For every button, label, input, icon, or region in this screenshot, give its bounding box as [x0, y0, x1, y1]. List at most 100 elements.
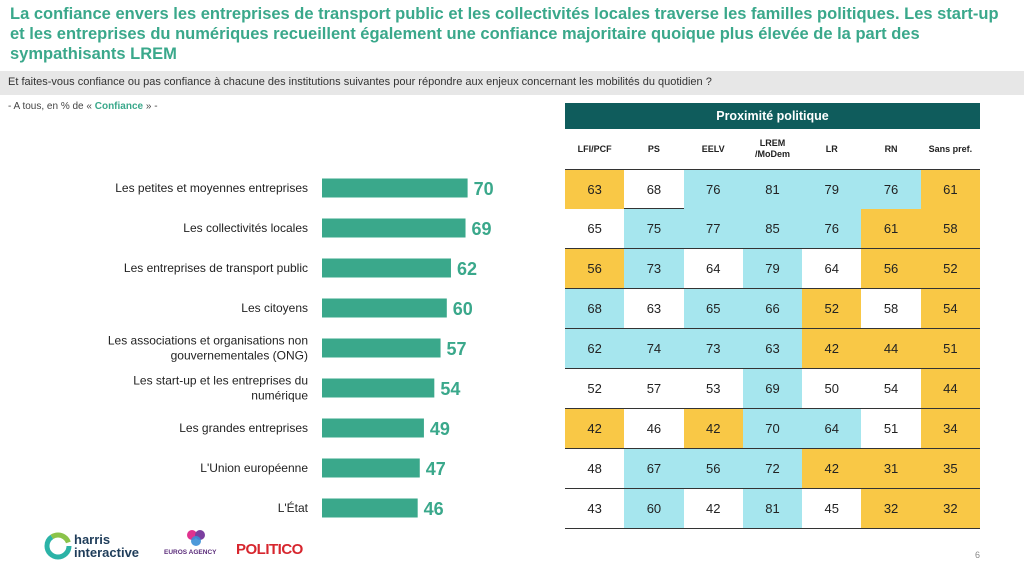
- table-cell: 42: [802, 449, 862, 488]
- column-headers: LFI/PCF PS EELV LREM /MoDem LR RN Sans pref.: [565, 131, 980, 167]
- table-cell: 34: [920, 409, 980, 448]
- table-row: 52 57 53 69 50 54 44: [565, 369, 980, 409]
- table-cell: 63: [565, 170, 625, 209]
- table-cell: 61: [920, 170, 980, 209]
- base-prefix: - A tous, en % de «: [8, 101, 95, 112]
- table-cell: 32: [920, 489, 980, 528]
- bar-value-label: 49: [430, 419, 450, 439]
- table-cell: 56: [683, 449, 743, 488]
- column-header: LR: [825, 143, 838, 154]
- table-row: 43 60 42 81 45 32 32: [565, 489, 980, 529]
- table-cell: 32: [861, 489, 921, 528]
- table-cell: 65: [683, 289, 743, 328]
- table-cell: 52: [920, 249, 980, 288]
- euros-agency-logo-text: EUROS AGENCY: [164, 549, 217, 556]
- table-cell: 42: [565, 409, 625, 448]
- table-cell: 64: [705, 261, 721, 276]
- table-cell: 56: [861, 249, 921, 288]
- table-cell: 76: [861, 170, 921, 209]
- table-cell: 66: [742, 289, 803, 328]
- table-header: Proximité politique: [565, 103, 980, 129]
- bar-value-label: 70: [474, 179, 494, 199]
- bar-value-label: 62: [457, 259, 477, 279]
- table-cell: 68: [646, 182, 662, 197]
- table-cell: 63: [742, 329, 803, 368]
- question-banner: Et faites-vous confiance ou pas confianc…: [0, 71, 1024, 95]
- category-label: L'Union européenne: [200, 461, 308, 475]
- table-cell: 54: [883, 381, 899, 396]
- table-cell: 60: [624, 489, 684, 528]
- table-cell: 67: [624, 449, 684, 488]
- page-number: 6: [975, 550, 981, 560]
- bar: [322, 378, 435, 398]
- harris-logo-text: harris interactive: [74, 533, 139, 559]
- table-cell: 76: [683, 170, 743, 209]
- table-cell: 42: [705, 501, 721, 516]
- table-row: 62 74 73 63 42 44 51: [565, 329, 980, 369]
- politico-logo: POLITICO: [236, 541, 303, 558]
- table-cell: 69: [742, 369, 803, 408]
- table-cell: 31: [861, 449, 921, 488]
- bar: [322, 498, 418, 518]
- table-cell: 76: [802, 209, 862, 248]
- table-cell: 70: [742, 409, 803, 448]
- table-cell: 42: [802, 329, 862, 368]
- table-row: 65 75 77 85 76 61 58: [565, 209, 980, 249]
- harris-logo-line2: interactive: [74, 545, 140, 560]
- bar-value-label: 57: [447, 339, 467, 359]
- base-note: - A tous, en % de « Confiance » -: [8, 101, 158, 112]
- table-cell: 58: [883, 301, 899, 316]
- bar: [322, 338, 441, 358]
- table-row: 48 67 56 72 42 31 35: [565, 449, 980, 489]
- bar-value-label: 46: [424, 499, 444, 519]
- category-label: Les petites et moyennes entreprises: [115, 181, 308, 195]
- footer-logos: harris interactive EUROS AGENCY POLITICO: [40, 528, 320, 568]
- table-cell: 48: [587, 461, 602, 476]
- table-cell: 57: [646, 381, 662, 396]
- category-label: Les grandes entreprises: [179, 421, 308, 435]
- table-cell: 63: [646, 301, 662, 316]
- table-cell: 54: [920, 289, 980, 328]
- table-cell: 56: [565, 249, 625, 288]
- table-cell: 46: [646, 421, 662, 436]
- table-cell: 81: [742, 170, 803, 209]
- bar-value-label: 47: [426, 459, 446, 479]
- table-cell: 74: [624, 329, 684, 368]
- bar-value-label: 54: [440, 379, 460, 399]
- table-cell: 53: [705, 381, 721, 396]
- table-cell: 45: [824, 501, 840, 516]
- category-label: L'État: [278, 500, 309, 515]
- table-cell: 52: [587, 381, 602, 396]
- table-row: 56 73 64 79 64 56 52: [565, 249, 980, 289]
- table-cell: 42: [683, 409, 743, 448]
- base-suffix: » -: [143, 101, 158, 112]
- table-cell: 35: [920, 449, 980, 488]
- bar: [322, 458, 420, 478]
- table-cell: 65: [587, 221, 602, 236]
- page-title: La confiance envers les entreprises de t…: [10, 5, 999, 63]
- euros-agency-logo-icon: [187, 530, 205, 546]
- table-cell: 81: [742, 489, 803, 528]
- table-cell: 43: [587, 501, 602, 516]
- column-header: LREM /MoDem: [754, 138, 790, 159]
- harris-logo-line1: harris: [74, 532, 111, 547]
- category-label: Les collectivités locales: [183, 221, 308, 235]
- table-cell: 44: [920, 369, 980, 408]
- bar: [322, 178, 468, 198]
- table-cell: 50: [824, 381, 840, 396]
- column-header: Sans pref.: [928, 143, 973, 154]
- table-cell: 79: [802, 170, 862, 209]
- table-cell: 73: [624, 249, 684, 288]
- bar: [322, 218, 466, 238]
- table-row: 63 68 76 81 79 76 61: [565, 169, 980, 209]
- category-label: Les associations et organisations non gou…: [108, 334, 308, 363]
- table-row: 42 46 42 70 64 51 34: [565, 409, 980, 449]
- bar-value-label: 69: [472, 219, 492, 239]
- category-label: Les start-up et les entreprises du numéri…: [133, 374, 308, 403]
- table-cell: 64: [824, 261, 840, 276]
- bar: [322, 418, 424, 438]
- bar: [322, 258, 451, 278]
- bar-value-label: 60: [453, 299, 473, 319]
- table-cell: 51: [883, 421, 899, 436]
- table-cell: 68: [565, 289, 625, 328]
